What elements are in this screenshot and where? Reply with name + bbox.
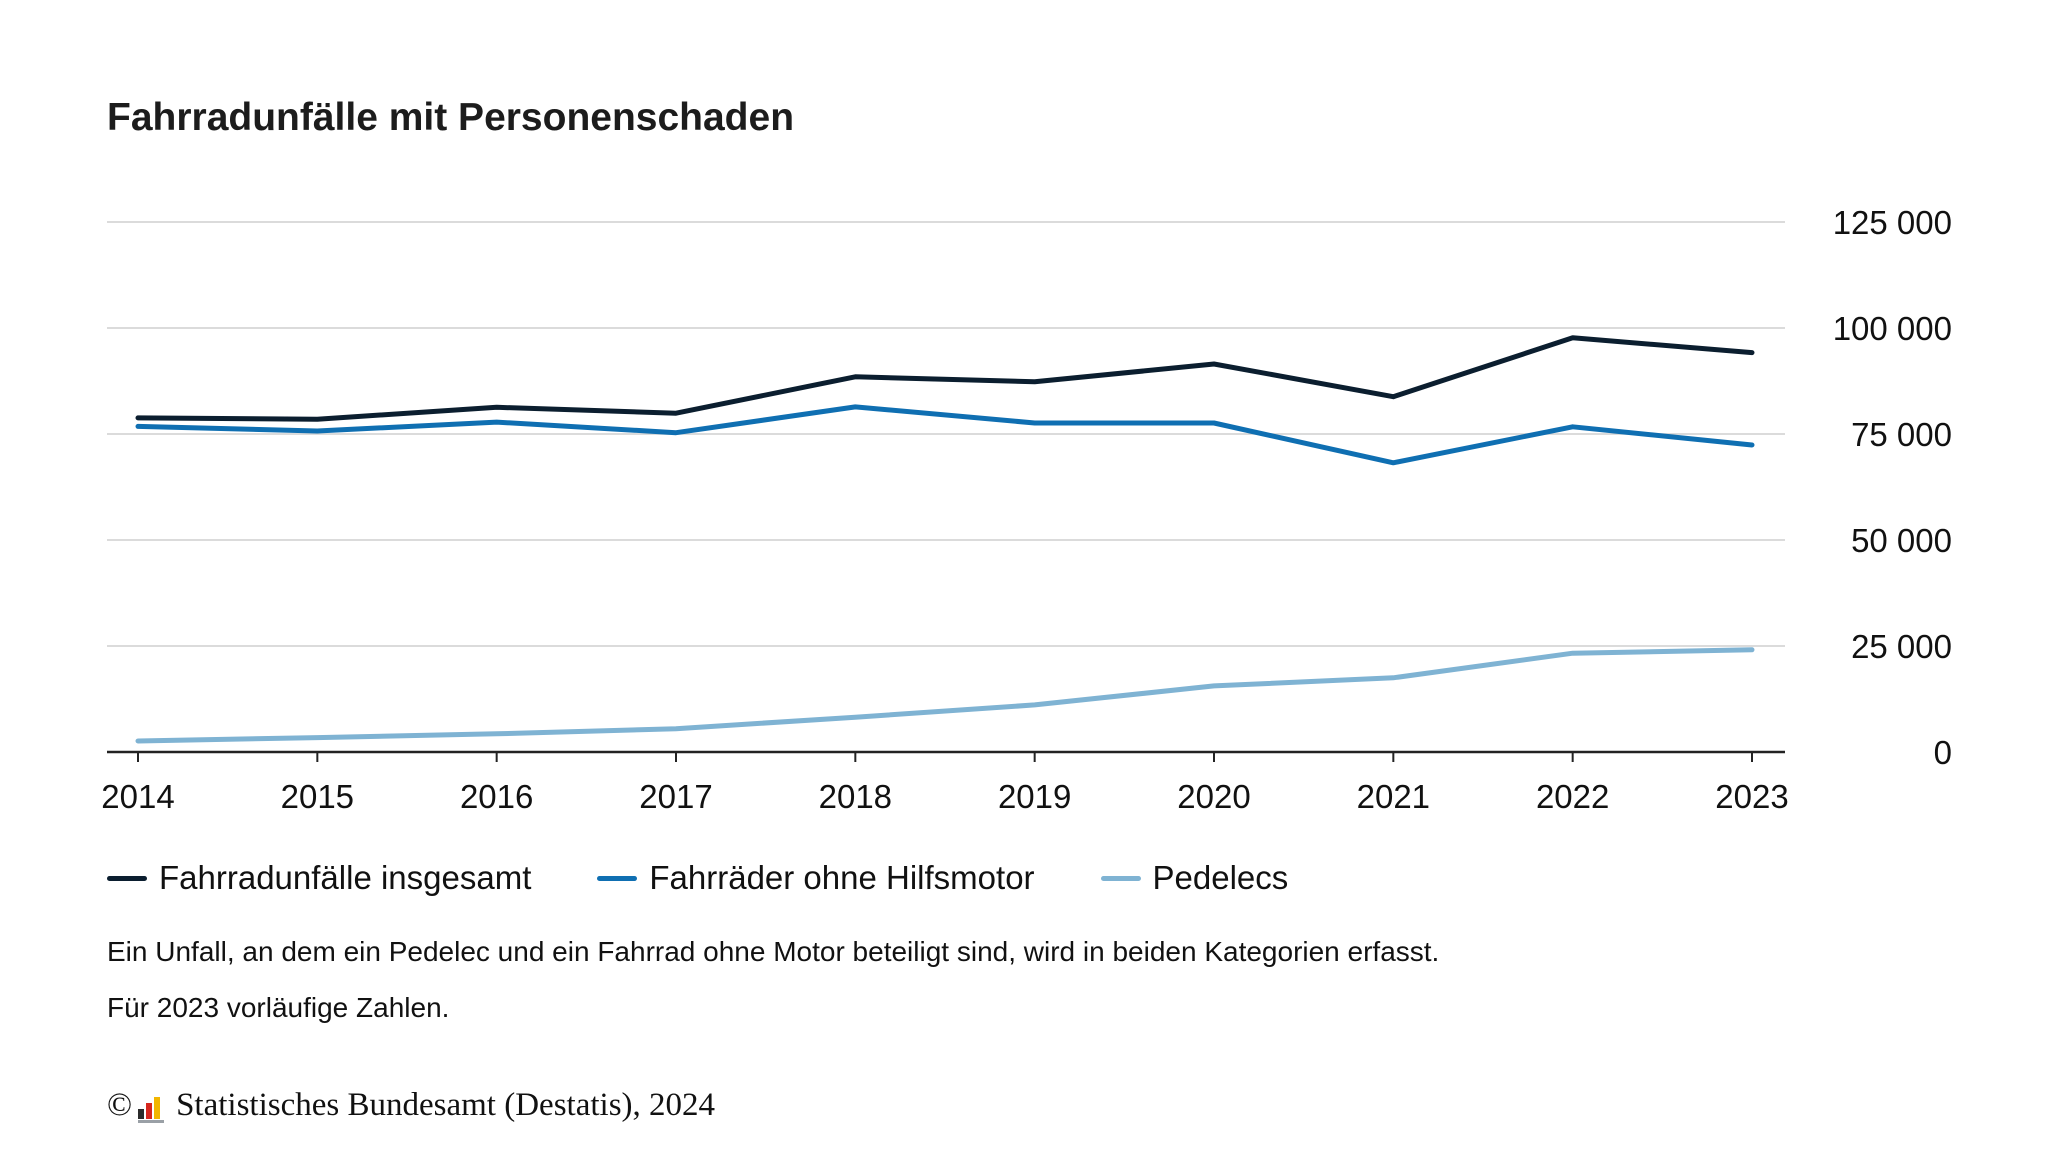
series-lines — [135, 335, 1755, 744]
destatis-logo-icon — [138, 1093, 166, 1123]
legend-swatch-total — [107, 875, 147, 881]
footnote-preliminary: Für 2023 vorläufige Zahlen. — [107, 992, 450, 1023]
x-tick-label: 2014 — [101, 778, 174, 815]
x-axis-tick-labels: 2014 2015 2016 2017 2018 2019 2020 2021 2022 2023 — [101, 778, 1788, 815]
legend-swatch-without-motor — [597, 875, 638, 881]
legend-swatch-pedelecs — [1100, 875, 1141, 881]
series-line-total[interactable] — [135, 335, 1755, 422]
chart-title: Fahrradunfälle mit Personenschaden — [107, 96, 795, 139]
y-tick-label: 100 000 — [1833, 310, 1952, 347]
series-line-without-motor[interactable] — [135, 404, 1755, 466]
x-tick-label: 2020 — [1177, 778, 1250, 815]
legend: Fahrradunfälle insgesamt Fahrräder ohne … — [107, 856, 1354, 900]
y-tick-label: 25 000 — [1851, 628, 1952, 665]
copyright-symbol: © — [107, 1087, 133, 1123]
y-tick-label: 125 000 — [1833, 204, 1952, 241]
y-axis-tick-labels: 0 25 000 50 000 75 000 100 000 125 000 — [1833, 204, 1952, 771]
x-axis — [107, 750, 1785, 762]
legend-item-without-motor[interactable]: Fahrräder ohne Hilfsmotor — [597, 859, 1035, 897]
footnote-categories: Ein Unfall, an dem ein Pedelec und ein F… — [107, 936, 1440, 967]
legend-label-without-motor: Fahrräder ohne Hilfsmotor — [649, 859, 1035, 896]
x-tick-label: 2022 — [1536, 778, 1609, 815]
legend-label-pedelecs: Pedelecs — [1152, 859, 1289, 896]
x-tick-label: 2018 — [819, 778, 892, 815]
x-tick-label: 2015 — [281, 778, 354, 815]
source-text[interactable]: Statistisches Bundesamt (Destatis), 2024 — [176, 1087, 716, 1123]
source-footer: © Statistisches Bundesamt (Destatis), 20… — [107, 1087, 715, 1124]
y-tick-label: 75 000 — [1851, 416, 1952, 453]
x-tick-label: 2021 — [1357, 778, 1430, 815]
gridlines — [107, 221, 1785, 647]
x-tick-label: 2023 — [1715, 778, 1788, 815]
y-tick-label: 0 — [1934, 734, 1952, 771]
series-line-pedelecs[interactable] — [135, 647, 1755, 744]
legend-item-pedelecs[interactable]: Pedelecs — [1100, 859, 1289, 897]
x-tick-label: 2016 — [460, 778, 533, 815]
x-tick-label: 2019 — [998, 778, 1071, 815]
x-tick-label: 2017 — [639, 778, 712, 815]
legend-item-total[interactable]: Fahrradunfälle insgesamt — [107, 859, 531, 897]
legend-label-total: Fahrradunfälle insgesamt — [159, 859, 532, 896]
y-tick-label: 50 000 — [1851, 522, 1952, 559]
